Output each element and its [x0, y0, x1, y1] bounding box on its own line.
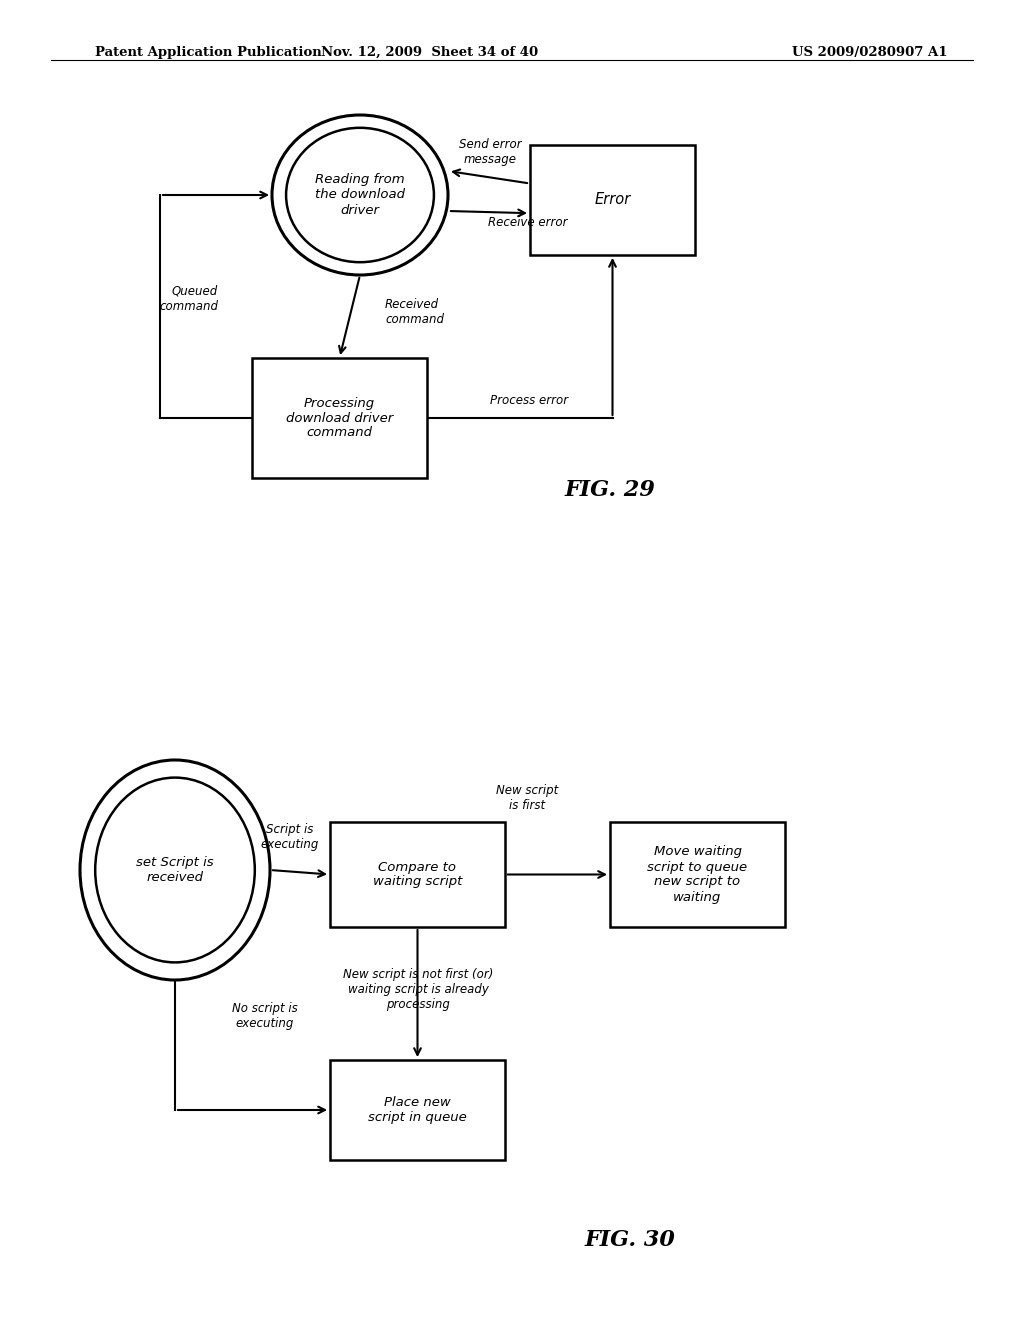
- Ellipse shape: [286, 128, 434, 263]
- Text: Compare to
waiting script: Compare to waiting script: [373, 861, 462, 888]
- Text: Queued
command: Queued command: [159, 285, 218, 313]
- FancyBboxPatch shape: [330, 1060, 505, 1160]
- Text: Error: Error: [594, 193, 631, 207]
- Text: No script is
executing: No script is executing: [232, 1002, 298, 1030]
- FancyBboxPatch shape: [610, 822, 785, 927]
- Ellipse shape: [272, 115, 449, 275]
- Text: US 2009/0280907 A1: US 2009/0280907 A1: [793, 46, 948, 59]
- Text: Received
command: Received command: [385, 298, 444, 326]
- FancyBboxPatch shape: [252, 358, 427, 478]
- Text: Receive error: Receive error: [488, 215, 567, 228]
- Text: FIG. 29: FIG. 29: [564, 479, 655, 502]
- Text: New script
is first: New script is first: [496, 784, 558, 812]
- Text: Nov. 12, 2009  Sheet 34 of 40: Nov. 12, 2009 Sheet 34 of 40: [322, 46, 539, 59]
- FancyBboxPatch shape: [330, 822, 505, 927]
- FancyBboxPatch shape: [530, 145, 695, 255]
- Text: FIG. 30: FIG. 30: [585, 1229, 676, 1251]
- Ellipse shape: [80, 760, 270, 979]
- Text: Process error: Process error: [490, 393, 568, 407]
- Text: set Script is
received: set Script is received: [136, 855, 214, 884]
- Text: Reading from
the download
driver: Reading from the download driver: [315, 173, 406, 216]
- Text: Place new
script in queue: Place new script in queue: [368, 1096, 467, 1125]
- Text: Processing
download driver
command: Processing download driver command: [286, 396, 393, 440]
- Text: Script is
executing: Script is executing: [261, 822, 319, 851]
- Text: Move waiting
script to queue
new script to
waiting: Move waiting script to queue new script …: [647, 846, 748, 903]
- Text: Send error
message: Send error message: [459, 139, 521, 166]
- Ellipse shape: [95, 777, 255, 962]
- Text: Patent Application Publication: Patent Application Publication: [95, 46, 322, 59]
- Text: New script is not first (or)
waiting script is already
processing: New script is not first (or) waiting scr…: [343, 968, 494, 1011]
